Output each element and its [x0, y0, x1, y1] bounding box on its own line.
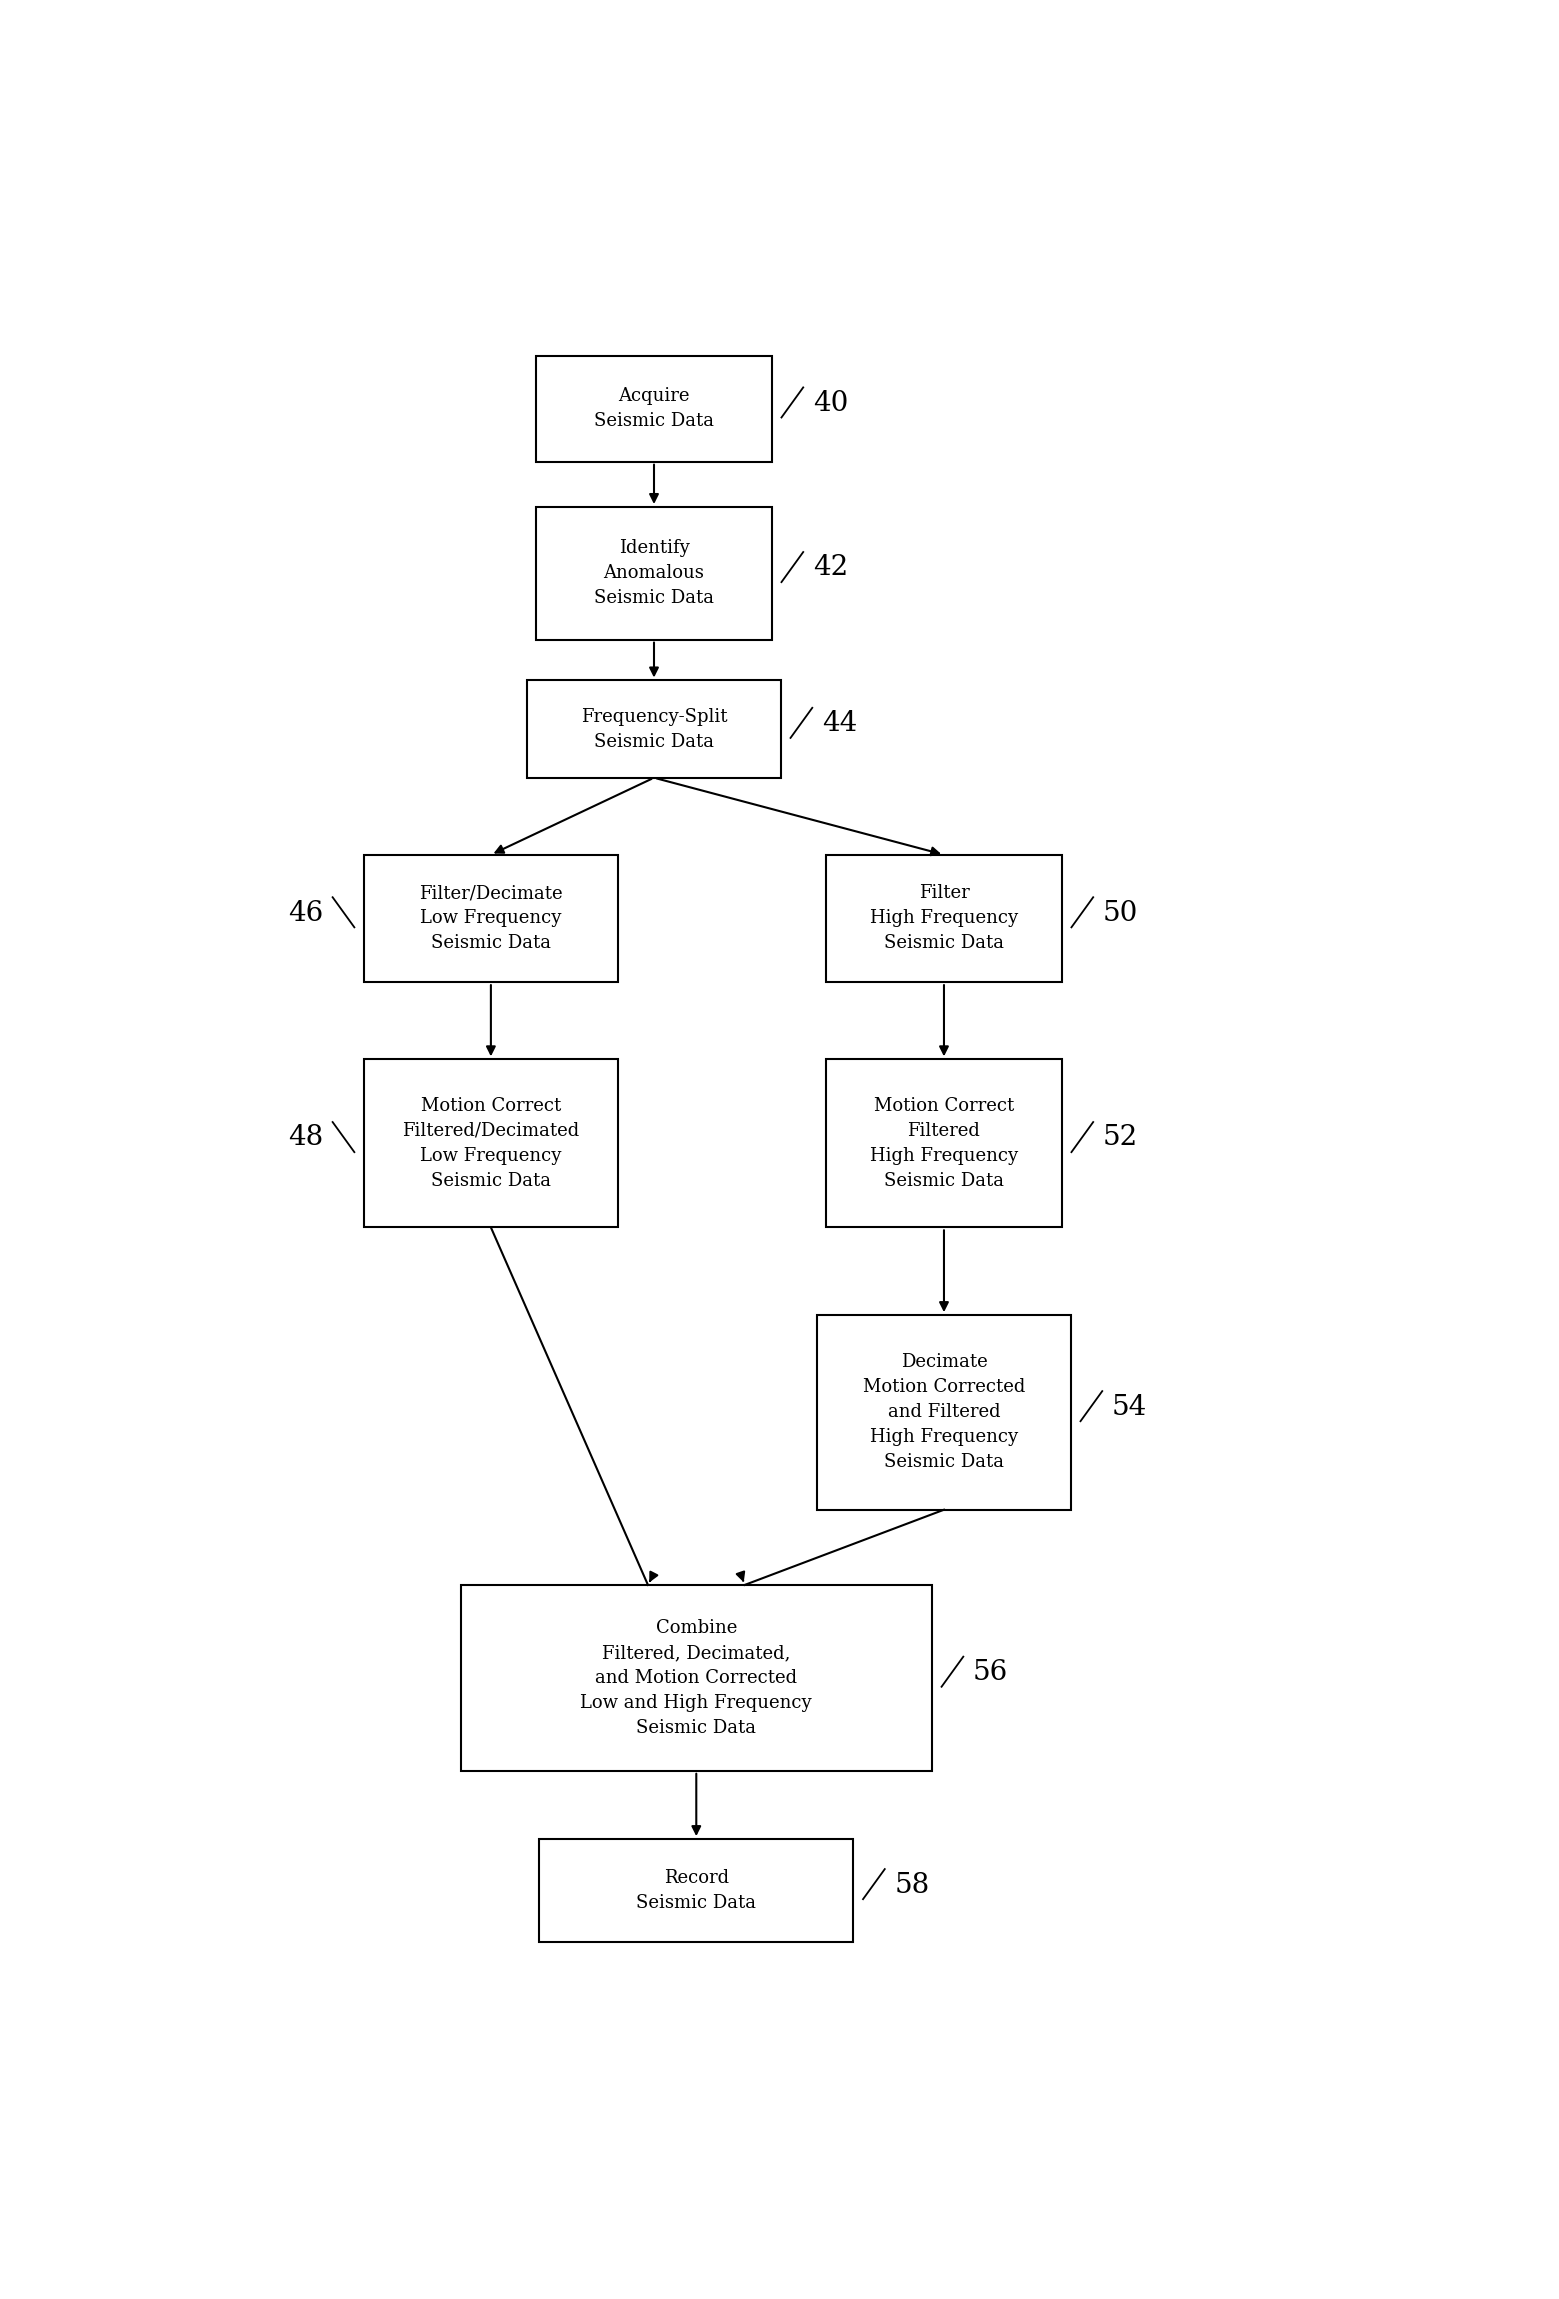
Bar — [536, 356, 772, 462]
Bar — [826, 855, 1062, 982]
Text: Motion Correct
Filtered
High Frequency
Seismic Data: Motion Correct Filtered High Frequency S… — [870, 1097, 1018, 1191]
Text: Combine
Filtered, Decimated,
and Motion Corrected
Low and High Frequency
Seismic: Combine Filtered, Decimated, and Motion … — [580, 1618, 812, 1738]
Bar — [527, 681, 781, 777]
Text: 40: 40 — [812, 391, 848, 416]
Text: Record
Seismic Data: Record Seismic Data — [636, 1869, 756, 1913]
Bar — [365, 855, 617, 982]
Text: 56: 56 — [973, 1660, 1009, 1685]
Bar — [826, 1060, 1062, 1228]
Text: 48: 48 — [288, 1124, 323, 1152]
Text: 46: 46 — [288, 899, 323, 926]
Text: Identify
Anomalous
Seismic Data: Identify Anomalous Seismic Data — [594, 540, 714, 607]
Text: Decimate
Motion Corrected
and Filtered
High Frequency
Seismic Data: Decimate Motion Corrected and Filtered H… — [862, 1354, 1026, 1471]
Bar — [461, 1584, 932, 1770]
Bar — [539, 1839, 853, 1943]
Bar — [365, 1060, 617, 1228]
Text: Acquire
Seismic Data: Acquire Seismic Data — [594, 386, 714, 430]
Text: Filter/Decimate
Low Frequency
Seismic Data: Filter/Decimate Low Frequency Seismic Da… — [419, 885, 563, 952]
Text: 58: 58 — [895, 1871, 929, 1899]
Text: Frequency-Split
Seismic Data: Frequency-Split Seismic Data — [582, 708, 726, 749]
Text: 44: 44 — [822, 710, 857, 738]
Text: 52: 52 — [1102, 1124, 1138, 1152]
Text: Filter
High Frequency
Seismic Data: Filter High Frequency Seismic Data — [870, 885, 1018, 952]
Text: 42: 42 — [812, 554, 848, 582]
Text: 50: 50 — [1102, 899, 1138, 926]
Bar — [817, 1315, 1071, 1510]
Bar — [536, 506, 772, 639]
Text: Motion Correct
Filtered/Decimated
Low Frequency
Seismic Data: Motion Correct Filtered/Decimated Low Fr… — [402, 1097, 580, 1191]
Text: 54: 54 — [1112, 1393, 1147, 1421]
